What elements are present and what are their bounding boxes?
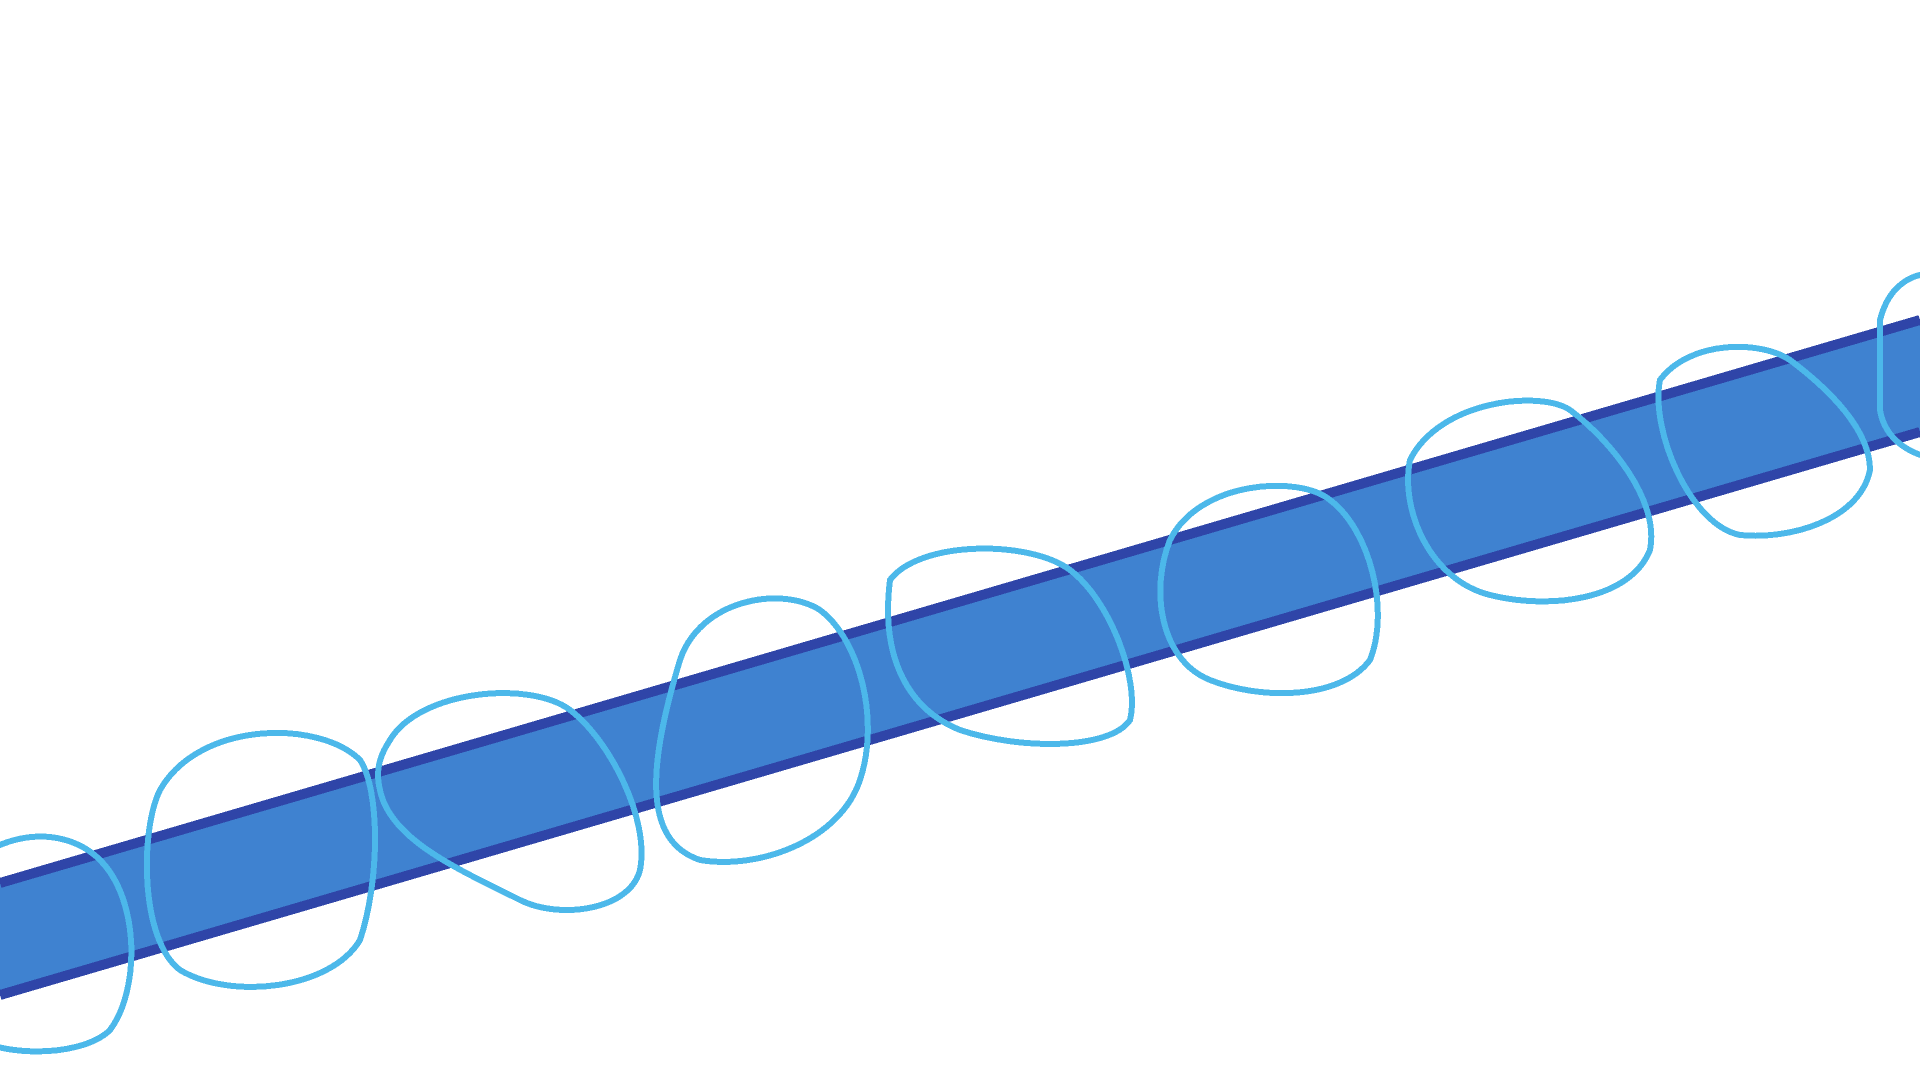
band-top-edge (0, 315, 1920, 888)
diagonal-band (0, 320, 1920, 995)
coil-loops (0, 271, 1920, 1055)
coil-loop (1157, 482, 1381, 697)
coil-loop (375, 690, 645, 913)
coil-loop (143, 730, 378, 990)
coil-loop (1877, 271, 1920, 458)
coil-loop (653, 595, 871, 865)
coil-loop (1405, 397, 1655, 605)
band-bottom-edge (0, 427, 1920, 1000)
coil-loop (0, 833, 135, 1055)
coil-loop (885, 545, 1135, 747)
coil-loop (1655, 343, 1874, 539)
